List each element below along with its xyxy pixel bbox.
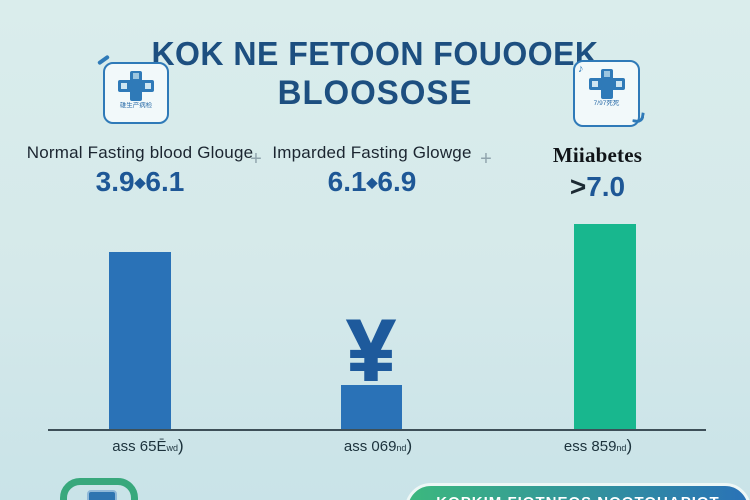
plus-separator: + [480,148,492,170]
tick-label: ass 65Ēwd) [112,436,184,455]
chart-baseline [48,429,706,431]
footer-ring-icon [60,478,138,500]
range-separator: ◆ [134,174,146,190]
plus-separator: + [250,148,262,170]
range-separator: ◆ [366,174,378,190]
category-label: Imparded Fasting Glowge [272,143,472,162]
category-label: Normal Fasting blood Glouge [26,143,254,162]
yen-symbol: ¥ [346,302,396,400]
music-note-icon: ♪ [578,63,584,75]
medical-cross-badge-left: 雄生产病检 [97,54,169,124]
tick-label: ess 859nd) [563,436,633,455]
category-range-value: 3.9◆6.1 [20,166,260,198]
title-line-1: KOK NE FETOON FOUOOEK [151,35,599,72]
category-range-value: 6.1◆6.9 [258,166,486,198]
range-low: 6.1 [327,166,367,197]
range-high: 6.9 [377,166,417,197]
category-diabetes: Miiabetes >7.0 [490,143,705,203]
medical-cross-badge-right: ♪ 7/97死死 [573,60,645,127]
category-normal: Normal Fasting blood Glouge 3.9◆6.1 [20,143,260,198]
bar-diabetes [574,224,636,430]
title-line-2: BLOOSOSE [277,74,473,112]
page-title: KOK NE FETOON FOUOOEK BLOOSOSE [11,34,739,112]
medical-cross-icon [118,71,154,101]
range-low: 3.9 [95,166,135,197]
category-impaired: Imparded Fasting Glowge 6.1◆6.9 [258,143,486,198]
footer-ring-inner-icon [87,490,117,500]
range-prefix: > [569,171,587,202]
category-label: Miiabetes [552,143,643,167]
range-high: 7.0 [586,171,626,202]
bar-normal [109,252,171,430]
category-range-value: >7.0 [490,171,705,203]
badge-caption: 雄生产病检 [119,102,153,109]
medical-cross-icon [588,69,625,99]
tick-label: ass 069nd) [343,436,413,455]
bar-impaired [341,385,402,430]
footer-banner: KOPKIM FIOTNEOS NOOTOUAPIOT [405,483,750,500]
range-high: 6.1 [145,166,185,197]
badge-caption: 7/97死死 [593,100,620,107]
hook-arrow-icon [632,111,645,124]
